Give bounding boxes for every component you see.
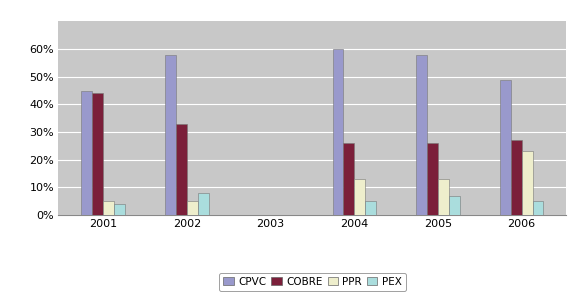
Bar: [511, 140, 522, 215]
Bar: [165, 55, 176, 215]
Legend: CPVC, COBRE, PPR, PEX: CPVC, COBRE, PPR, PEX: [220, 273, 405, 291]
Bar: [92, 93, 103, 215]
Bar: [416, 55, 427, 215]
Bar: [522, 151, 533, 215]
Bar: [82, 91, 92, 215]
Bar: [438, 179, 449, 215]
Bar: [365, 201, 376, 215]
Bar: [187, 201, 198, 215]
Bar: [449, 196, 460, 215]
Bar: [103, 201, 114, 215]
Bar: [500, 80, 511, 215]
Bar: [198, 193, 208, 215]
Bar: [332, 49, 343, 215]
Bar: [114, 204, 125, 215]
Bar: [354, 179, 365, 215]
Bar: [427, 143, 438, 215]
Bar: [176, 124, 187, 215]
Bar: [533, 201, 543, 215]
Bar: [343, 143, 354, 215]
